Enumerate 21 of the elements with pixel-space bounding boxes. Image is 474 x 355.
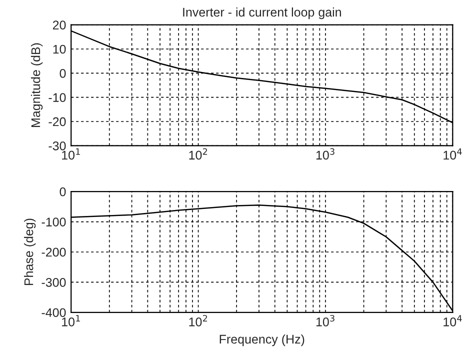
x-tick-label: 10$^{2}$ [189,314,208,326]
y-tick-label: -200 [42,248,66,257]
y-tick-label: 0 [60,68,66,78]
y-tick-label: 0 [60,187,66,196]
y-tick-label: -30 [48,141,66,150]
y-tick-label: 10 [53,44,66,54]
y-tick-label: -10 [48,93,66,102]
y-axis-title: Magnitude (dB) [30,43,43,127]
y-tick-label: -400 [42,308,66,318]
y-tick-label: -100 [42,218,66,226]
x-tick-label: 10$^{4}$ [444,148,462,160]
x-tick-label: 10$^{4}$ [444,315,462,326]
y-tick-label: 20 [52,20,66,30]
y-axis-title: Phase (deg) [24,218,36,286]
y-tick-label: -20 [48,117,66,126]
x-tick-label: 10$^{2}$ [189,148,208,160]
chart-title: Inverter - id current loop gain [183,7,341,20]
x-tick-label: 10$^{3}$ [316,314,334,326]
x-tick-label: 10$^{3}$ [316,148,334,160]
y-tick-label: -300 [42,278,66,287]
x-axis-title: Frequency (Hz) [220,334,304,346]
